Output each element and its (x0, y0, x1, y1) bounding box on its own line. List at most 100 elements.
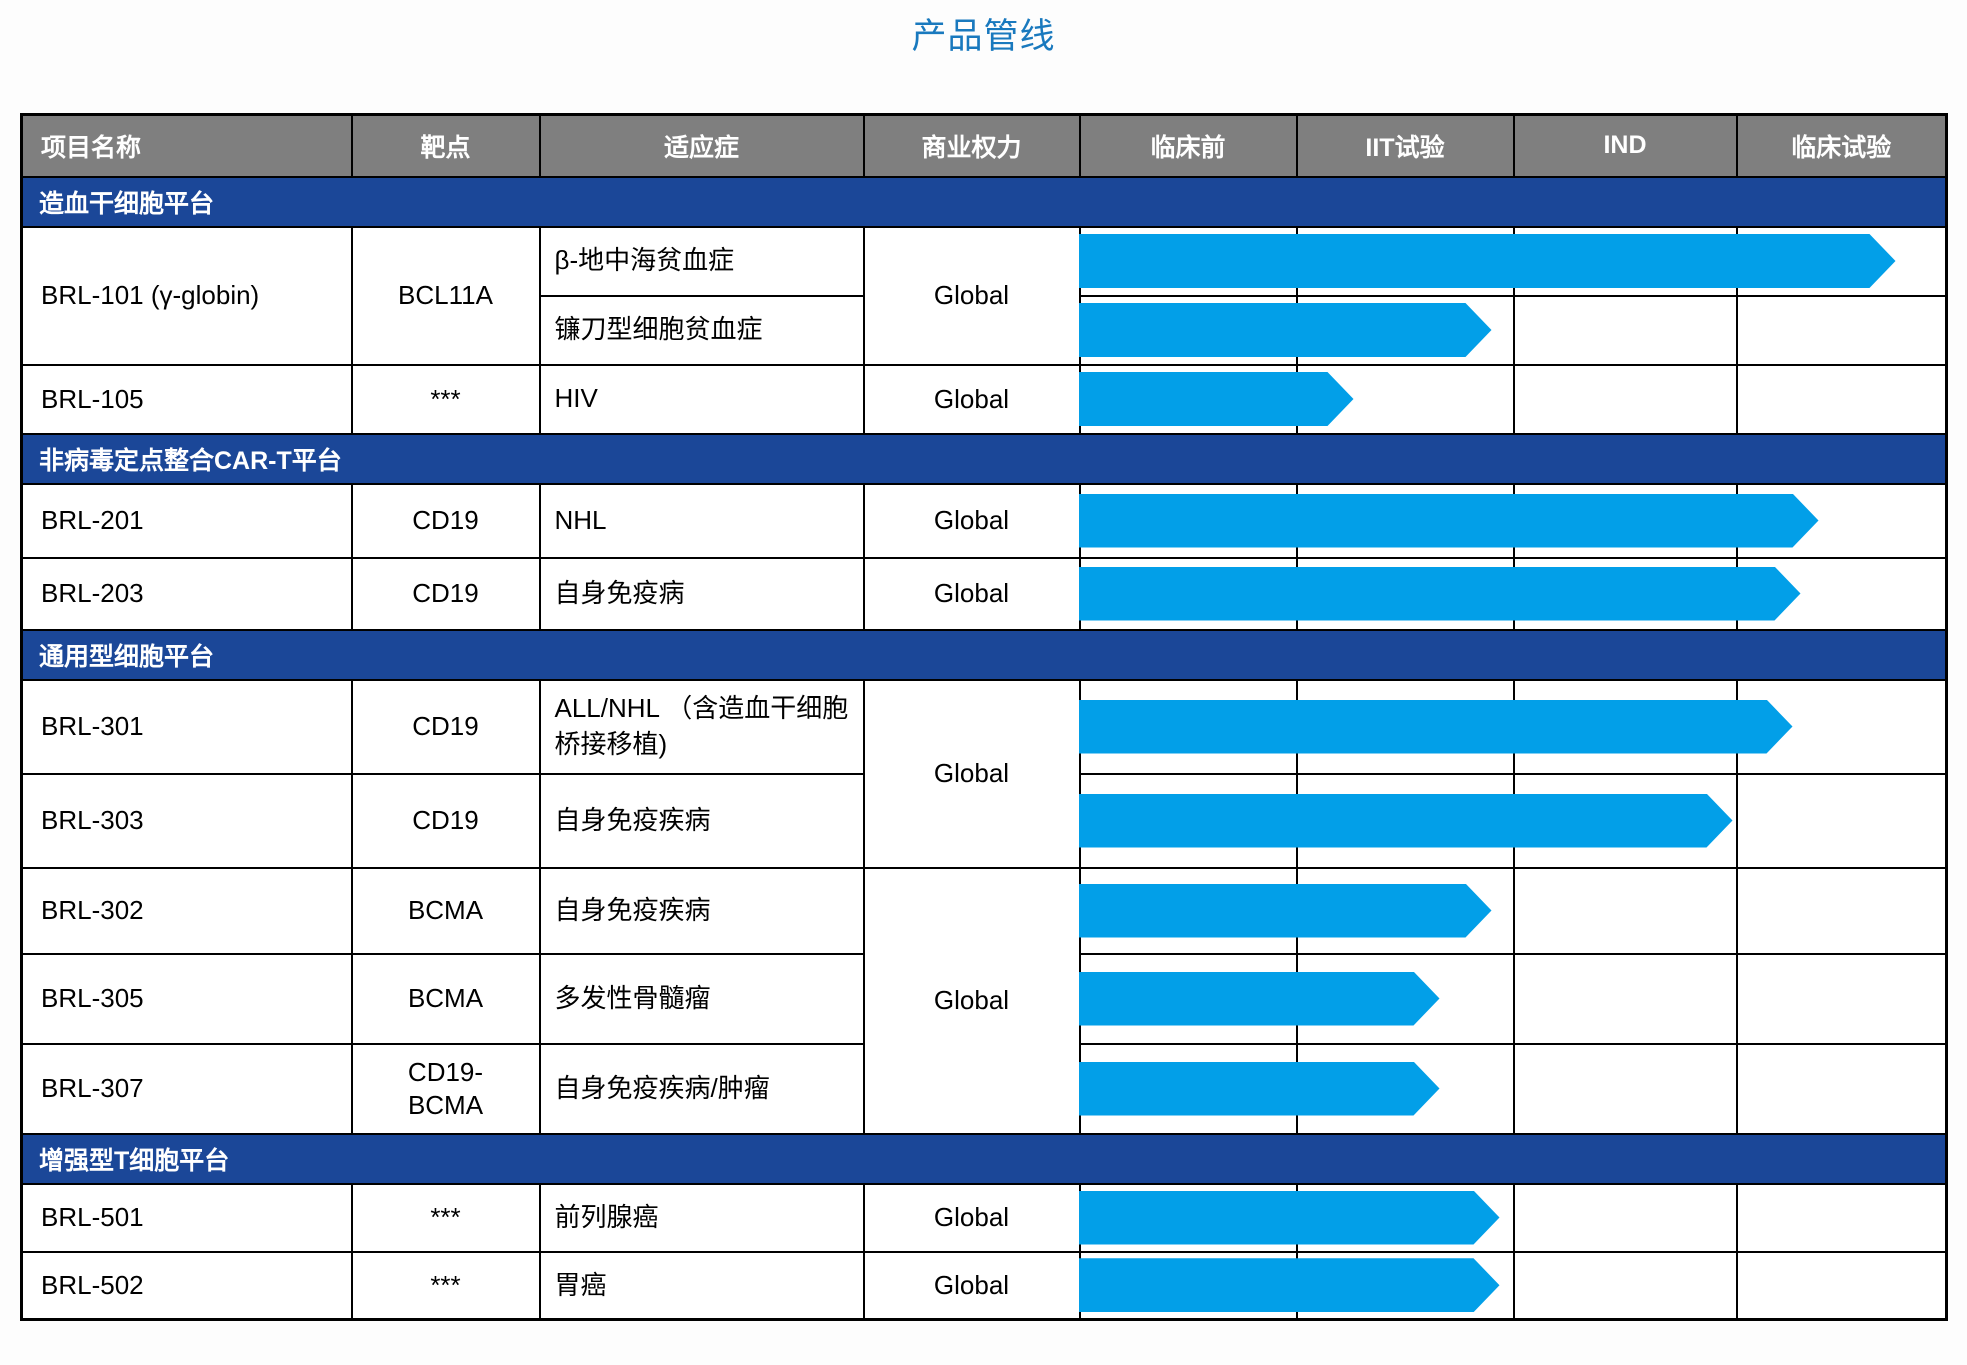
stage-cell-ind (1512, 1182, 1738, 1253)
pipeline-progress-arrow (1079, 567, 1801, 621)
pipeline-progress-arrow (1079, 303, 1492, 357)
indication: ALL/NHL （含造血干细胞桥接移植) (538, 678, 865, 775)
stage-cell-clinical (1735, 1042, 1948, 1135)
stage-cell-preclinical (1078, 225, 1297, 297)
stage-cell-ind (1512, 363, 1738, 435)
target: BCMA (350, 866, 541, 955)
stage-cell-preclinical (1078, 556, 1297, 631)
pipeline-progress-arrow (1079, 494, 1819, 548)
project-row: BRL-201 CD19 NHL Global (20, 482, 1948, 559)
target: CD19 (350, 482, 541, 559)
stage-cell-preclinical (1078, 294, 1297, 366)
target: CD19 (350, 772, 541, 869)
pipeline-progress-arrow (1079, 884, 1492, 938)
stage-cell-preclinical (1078, 363, 1297, 435)
pipeline-table: 项目名称 靶点 适应症 商业权力 临床前 IIT试验 IND 临床试验 造血干细胞平台 BRL-1… (20, 113, 1948, 1321)
commercial-rights: Global (862, 482, 1081, 559)
column-header-iit: IIT试验 (1295, 113, 1515, 178)
indication: 胃癌 (538, 1250, 865, 1321)
project-name: BRL-203 (20, 556, 353, 631)
column-header-rights: 商业权力 (862, 113, 1081, 178)
stage-cell-ind (1512, 866, 1738, 955)
page-title: 产品管线 (911, 17, 1056, 56)
stage-cell-clinical (1735, 678, 1948, 775)
column-header-clinical: 临床试验 (1735, 113, 1948, 178)
pipeline-progress-arrow (1079, 372, 1354, 426)
project-name: BRL-301 (20, 678, 353, 775)
commercial-rights: Global (862, 225, 1081, 366)
pipeline-progress-arrow (1079, 972, 1440, 1026)
target: BCMA (350, 952, 541, 1045)
project-row: BRL-305 BCMA 多发性骨髓瘤 (20, 952, 1948, 1045)
stage-cell-ind (1512, 1250, 1738, 1321)
target: *** (350, 1250, 541, 1321)
pipeline-progress-arrow (1079, 794, 1733, 848)
project-row: BRL-502 *** 胃癌 Global (20, 1250, 1948, 1321)
indication: 自身免疫病 (538, 556, 865, 631)
target: *** (350, 1182, 541, 1253)
indication: NHL (538, 482, 865, 559)
stage-cell-preclinical (1078, 678, 1297, 775)
pipeline-progress-arrow (1079, 1062, 1440, 1116)
platform-band-row: 非病毒定点整合CAR-T平台 (20, 432, 1948, 485)
stage-cell-ind (1512, 294, 1738, 366)
pipeline-progress-arrow (1079, 234, 1896, 288)
commercial-rights: Global (862, 1250, 1081, 1321)
indication: 自身免疫疾病/肿瘤 (538, 1042, 865, 1135)
stage-cell-clinical (1735, 294, 1948, 366)
platform-band-row: 增强型T细胞平台 (20, 1132, 1948, 1185)
project-row: BRL-301 CD19 ALL/NHL （含造血干细胞桥接移植) Global (20, 678, 1948, 869)
column-header-preclinical: 临床前 (1078, 113, 1298, 178)
project-row: BRL-302 BCMA 自身免疫疾病 Global (20, 866, 1948, 1135)
target: CD19 (350, 556, 541, 631)
stage-cell-clinical (1735, 952, 1948, 1045)
project-name: BRL-501 (20, 1182, 353, 1253)
project-row: BRL-105 *** HIV Global (20, 363, 1948, 435)
project-name: BRL-101 (γ-globin) (20, 225, 353, 366)
stage-cell-preclinical (1078, 482, 1297, 559)
project-row: BRL-501 *** 前列腺癌 Global (20, 1182, 1948, 1253)
platform-band-label: 通用型细胞平台 (20, 628, 1948, 681)
project-row: BRL-203 CD19 自身免疫病 Global (20, 556, 1948, 631)
pipeline-table-body: 项目名称 靶点 适应症 商业权力 临床前 IIT试验 IND 临床试验 造血干细胞平台 BRL-1… (20, 113, 1948, 1321)
stage-cell-preclinical (1078, 772, 1297, 869)
project-name: BRL-303 (20, 772, 353, 869)
target: *** (350, 363, 541, 435)
commercial-rights: Global (862, 556, 1081, 631)
stage-cell-iit (1295, 363, 1515, 435)
header-row: 项目名称 靶点 适应症 商业权力 临床前 IIT试验 IND 临床试验 (20, 113, 1948, 178)
platform-band-row: 通用型细胞平台 (20, 628, 1948, 681)
stage-cell-preclinical (1078, 1042, 1297, 1135)
pipeline-progress-arrow (1079, 1258, 1500, 1312)
platform-band-row: 造血干细胞平台 (20, 175, 1948, 228)
pipeline-progress-arrow (1079, 1191, 1500, 1245)
commercial-rights: Global (862, 1182, 1081, 1253)
target: CD19 (350, 678, 541, 775)
indication: 多发性骨髓瘤 (538, 952, 865, 1045)
platform-band-label: 非病毒定点整合CAR-T平台 (20, 432, 1948, 485)
project-row: BRL-101 (γ-globin) BCL11A β-地中海贫血症 Global (20, 225, 1948, 366)
column-header-indication: 适应症 (538, 113, 865, 178)
indication: β-地中海贫血症 (538, 225, 865, 297)
stage-cell-ind (1512, 1042, 1738, 1135)
stage-cell-preclinical (1078, 1182, 1297, 1253)
indication: 自身免疫疾病 (538, 772, 865, 869)
commercial-rights: Global (862, 866, 1081, 1135)
stage-cell-ind (1512, 952, 1738, 1045)
stage-cell-preclinical (1078, 866, 1297, 955)
indication: HIV (538, 363, 865, 435)
project-name: BRL-305 (20, 952, 353, 1045)
stage-cell-clinical (1735, 772, 1948, 869)
target: CD19- BCMA (350, 1042, 541, 1135)
target: BCL11A (350, 225, 541, 366)
column-header-target: 靶点 (350, 113, 541, 178)
project-row: BRL-307 CD19- BCMA 自身免疫疾病/肿瘤 (20, 1042, 1948, 1135)
indication: 自身免疫疾病 (538, 866, 865, 955)
column-header-project: 项目名称 (20, 113, 353, 178)
platform-band-label: 增强型T细胞平台 (20, 1132, 1948, 1185)
commercial-rights: Global (862, 363, 1081, 435)
stage-cell-clinical (1735, 1250, 1948, 1321)
pipeline-progress-arrow (1079, 700, 1793, 754)
indication: 镰刀型细胞贫血症 (538, 294, 865, 366)
project-name: BRL-302 (20, 866, 353, 955)
